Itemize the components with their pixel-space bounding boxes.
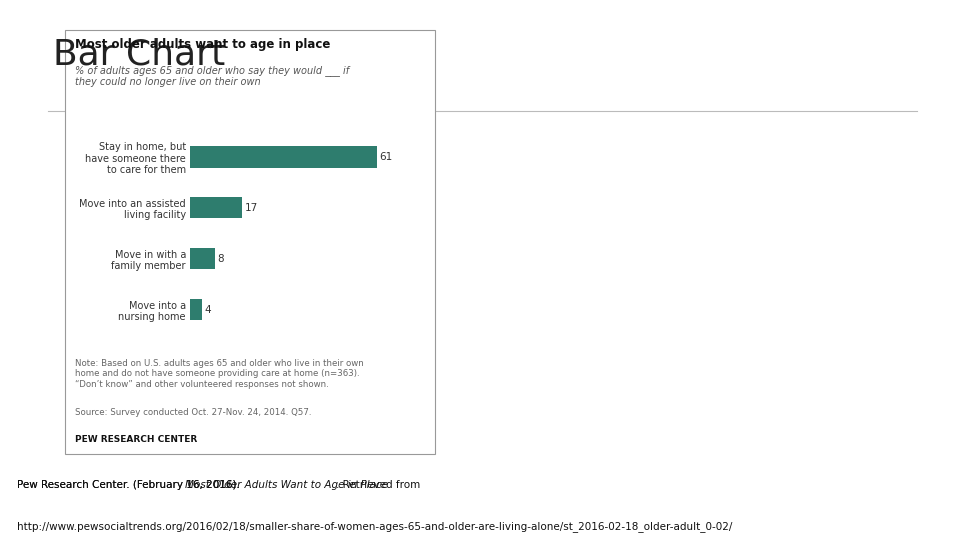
Text: . Retrieved from: . Retrieved from — [336, 480, 420, 490]
Text: Pew Research Center. (February 16, 2016).: Pew Research Center. (February 16, 2016)… — [17, 480, 244, 490]
Text: Pew Research Center. (February 16, 2016).: Pew Research Center. (February 16, 2016)… — [17, 480, 244, 490]
Text: Most Older Adults Want to Age in Place: Most Older Adults Want to Age in Place — [184, 480, 388, 490]
Text: 8: 8 — [217, 254, 224, 264]
Bar — [190, 248, 215, 269]
Bar — [190, 197, 242, 219]
Text: % of adults ages 65 and older who say they would ___ if
they could no longer liv: % of adults ages 65 and older who say th… — [75, 65, 349, 87]
Bar — [190, 299, 203, 320]
Text: 4: 4 — [204, 305, 211, 314]
Text: Pew Research Center. (February 16, 2016). Most Older Adults Want to Age in Place: Pew Research Center. (February 16, 2016)… — [17, 480, 447, 490]
Text: Source: Survey conducted Oct. 27-Nov. 24, 2014. Q57.: Source: Survey conducted Oct. 27-Nov. 24… — [75, 408, 311, 417]
Text: Bar Chart: Bar Chart — [53, 38, 225, 72]
Text: Most older adults want to age in place: Most older adults want to age in place — [75, 38, 330, 51]
Text: http://www.pewsocialtrends.org/2016/02/18/smaller-share-of-women-ages-65-and-old: http://www.pewsocialtrends.org/2016/02/1… — [17, 522, 732, 532]
Text: 61: 61 — [379, 152, 393, 162]
Bar — [190, 146, 377, 167]
Text: Note: Based on U.S. adults ages 65 and older who live in their own
home and do n: Note: Based on U.S. adults ages 65 and o… — [75, 359, 364, 389]
Text: 17: 17 — [245, 203, 258, 213]
Text: PEW RESEARCH CENTER: PEW RESEARCH CENTER — [75, 435, 197, 444]
